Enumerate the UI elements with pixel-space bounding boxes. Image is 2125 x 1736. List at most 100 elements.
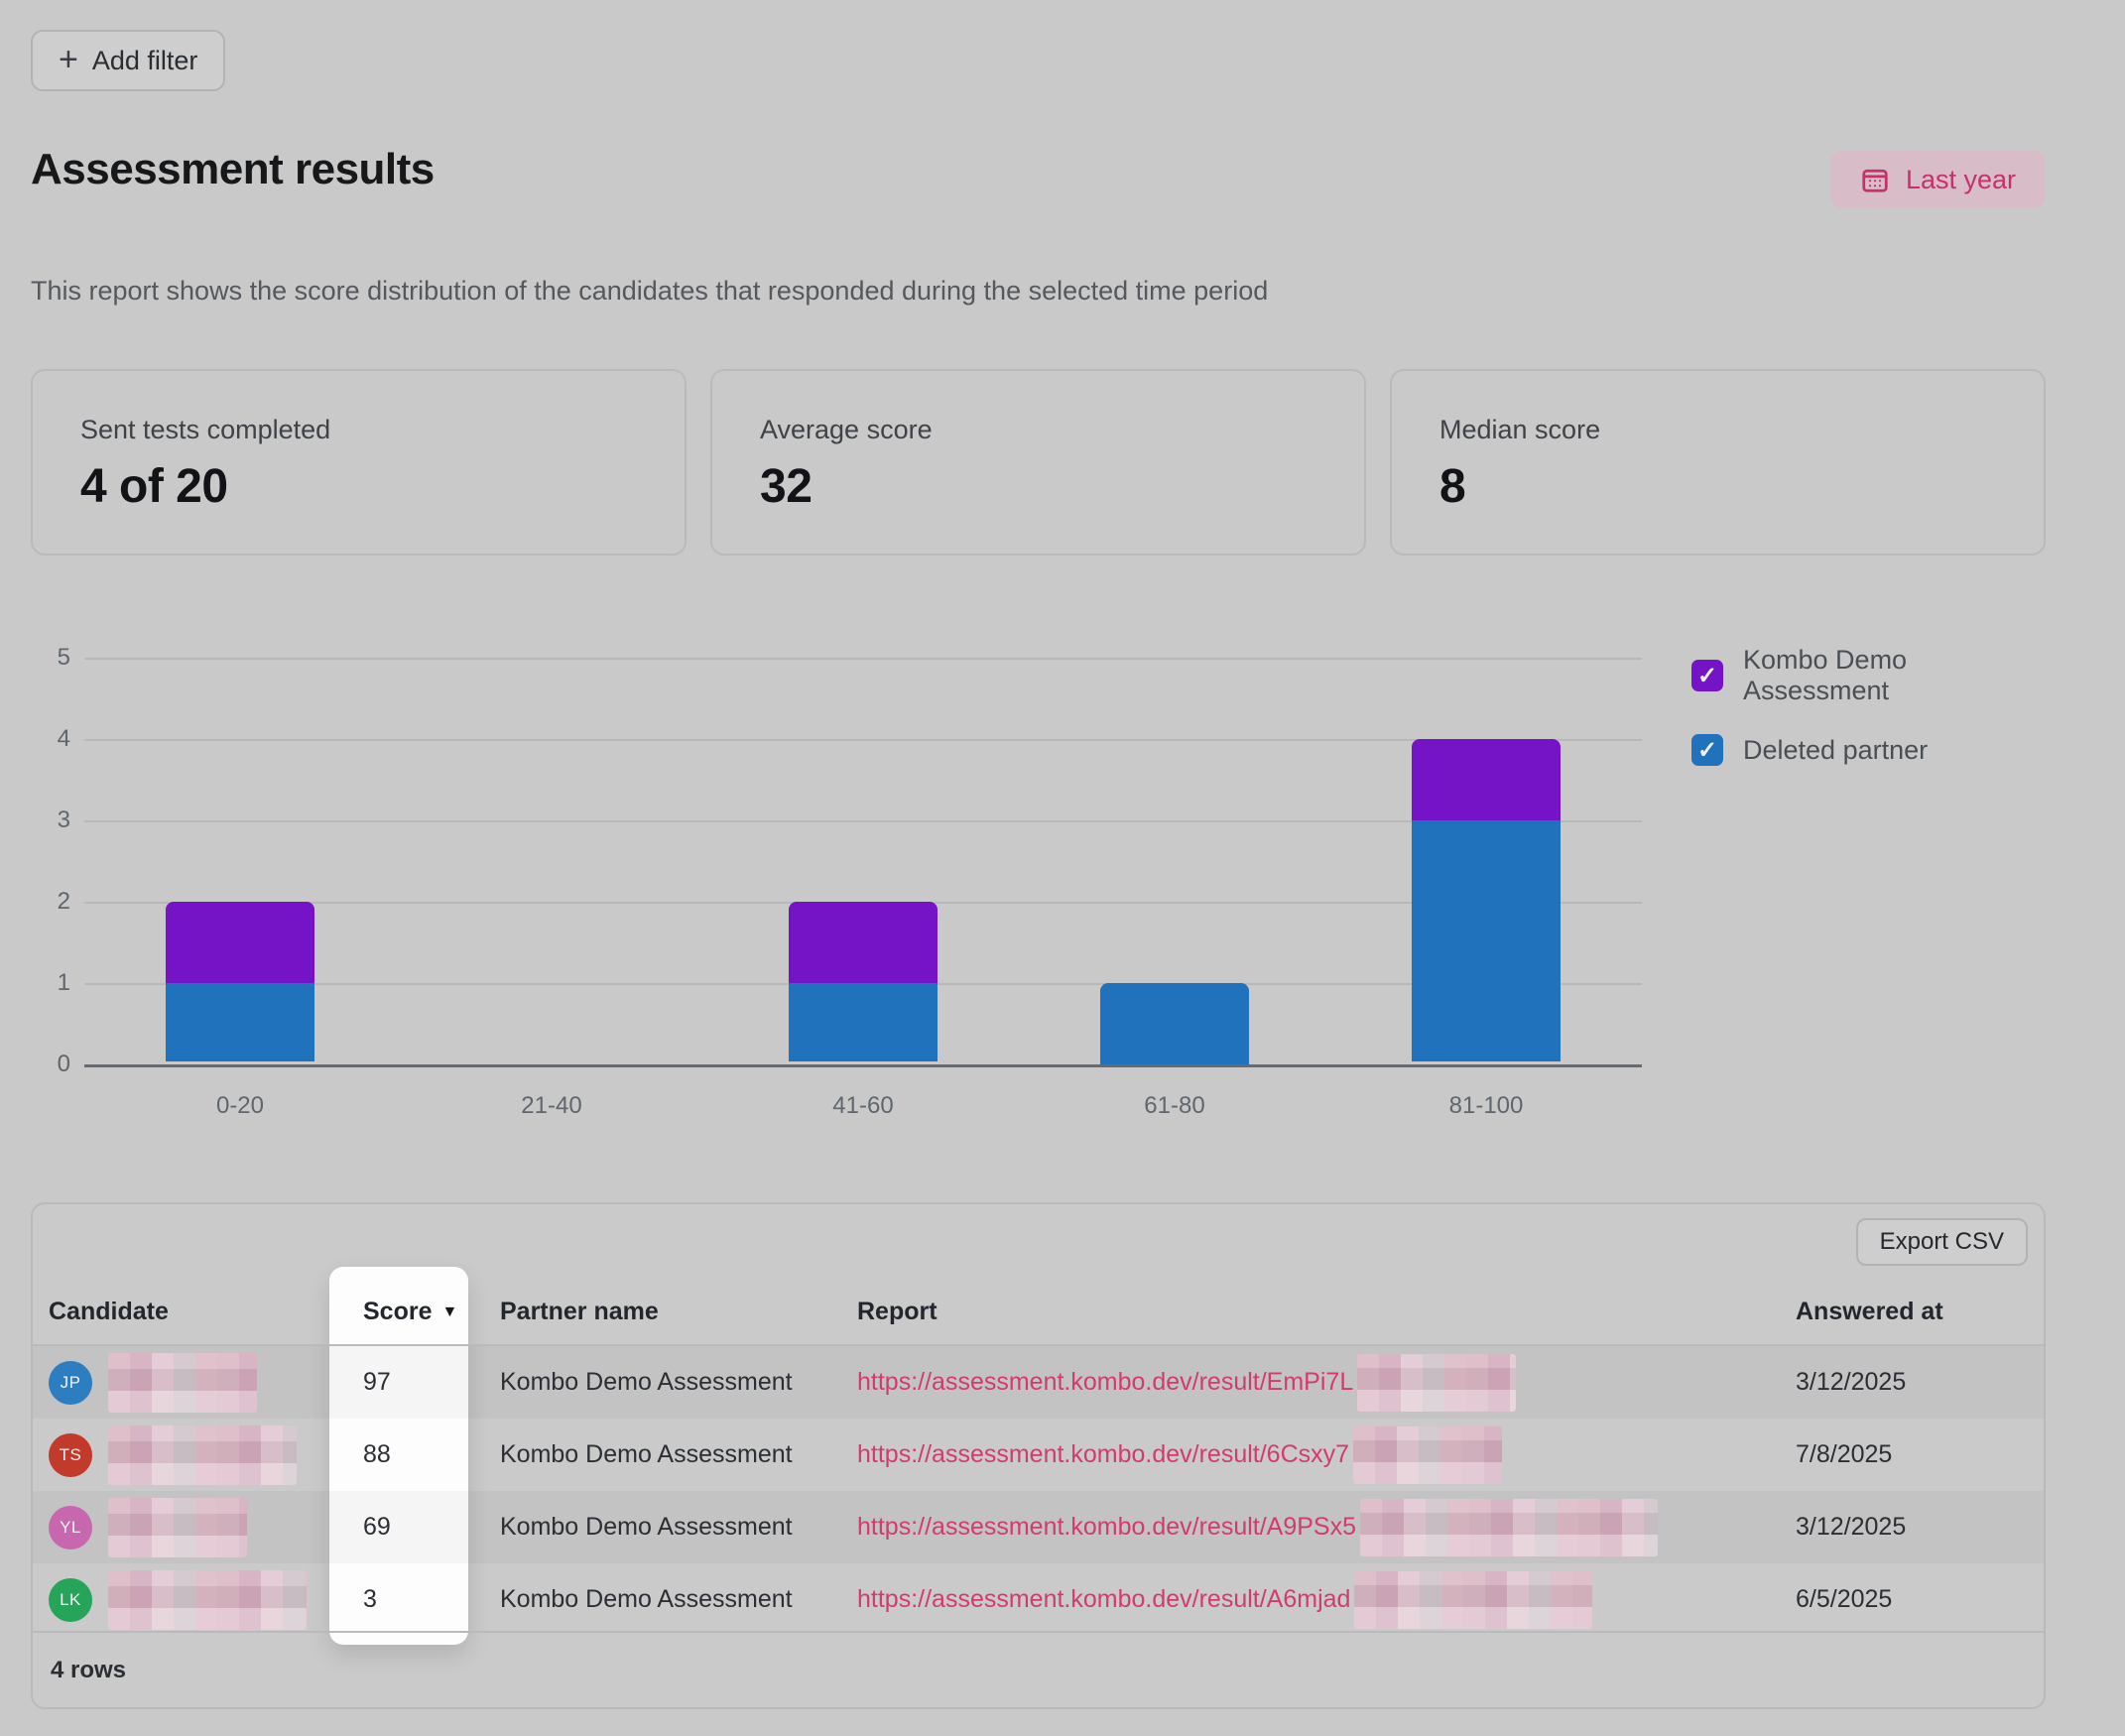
score-cell: 3 xyxy=(363,1585,377,1613)
add-filter-button[interactable]: + Add filter xyxy=(31,30,226,91)
table-row: LK 3 Kombo Demo Assessment https://assessme… xyxy=(33,1563,2044,1636)
answered-at-cell: 7/8/2025 xyxy=(1796,1440,1893,1468)
add-filter-label: Add filter xyxy=(91,45,198,75)
stat-value: 4 of 20 xyxy=(80,460,228,513)
redacted-url-suffix xyxy=(1357,1353,1517,1412)
chart-legend: ✓ Kombo Demo Assessment ✓ Deleted partner xyxy=(1691,645,2046,794)
bar-segment-0-20-deleted-partner xyxy=(166,983,314,1064)
sort-desc-icon: ▼ xyxy=(441,1302,458,1320)
chart-plot-area: 0 1 2 3 4 5 0-20 21-40 41-60 61-80 81-100 xyxy=(31,635,1642,1119)
answered-at-cell: 6/5/2025 xyxy=(1796,1585,1893,1613)
report-description: This report shows the score distribution… xyxy=(31,276,1269,306)
partner-name-cell: Kombo Demo Assessment xyxy=(500,1513,793,1541)
score-column-highlight xyxy=(329,1267,468,1645)
table-header-row: Candidate Score ▼ Partner name Report An… xyxy=(33,1280,2044,1346)
avatar: JP xyxy=(49,1360,92,1405)
score-cell: 97 xyxy=(363,1368,391,1396)
bar-segment-41-60-kombo-demo-assessment xyxy=(789,902,938,983)
stat-value: 32 xyxy=(760,460,812,513)
y-axis-tick: 0 xyxy=(57,1051,70,1077)
report-cell: https://assessment.kombo.dev/result/A9PS… xyxy=(857,1498,1796,1556)
legend-label: Deleted partner xyxy=(1743,734,1929,765)
partner-name-cell: Kombo Demo Assessment xyxy=(500,1585,793,1613)
column-header-partner-name: Partner name xyxy=(500,1298,659,1325)
bar-segment-81-100-kombo-demo-assessment xyxy=(1412,739,1561,820)
score-cell: 88 xyxy=(363,1440,391,1468)
period-filter-badge[interactable]: Last year xyxy=(1829,151,2046,208)
report-cell: https://assessment.kombo.dev/result/6Csx… xyxy=(857,1426,1796,1484)
stat-card-sent-tests: Sent tests completed 4 of 20 xyxy=(31,369,687,556)
stat-card-median-score: Median score 8 xyxy=(1390,369,2046,556)
avatar: YL xyxy=(49,1505,92,1550)
column-header-report: Report xyxy=(857,1298,938,1325)
bar-segment-41-60-deleted-partner xyxy=(789,983,938,1064)
candidate-cell: TS xyxy=(49,1425,329,1485)
table-row: YL 69 Kombo Demo Assessment https://assessm… xyxy=(33,1491,2044,1563)
bar-segment-61-80-deleted-partner xyxy=(1100,983,1249,1064)
candidate-cell: YL xyxy=(49,1497,329,1557)
y-axis-tick: 1 xyxy=(57,969,70,996)
table-body: JP 97 Kombo Demo Assessment https://assessm… xyxy=(33,1346,2044,1636)
redacted-candidate-name xyxy=(108,1497,247,1557)
y-axis-tick: 5 xyxy=(57,644,70,671)
gridline-y5 xyxy=(84,658,1642,660)
y-axis-tick: 4 xyxy=(57,725,70,752)
x-axis-label: 61-80 xyxy=(1144,1092,1205,1119)
column-header-candidate: Candidate xyxy=(49,1298,169,1325)
report-link[interactable]: https://assessment.kombo.dev/result/A9PS… xyxy=(857,1513,1357,1541)
bar-segment-0-20-kombo-demo-assessment xyxy=(166,902,314,983)
page-title: Assessment results xyxy=(31,145,435,193)
period-label: Last year xyxy=(1905,164,2016,194)
x-axis-label: 81-100 xyxy=(1448,1092,1524,1119)
report-cell: https://assessment.kombo.dev/result/A6mj… xyxy=(857,1570,1796,1629)
column-header-score[interactable]: Score ▼ xyxy=(363,1298,458,1325)
export-csv-button[interactable]: Export CSV xyxy=(1855,1218,2028,1266)
redacted-candidate-name xyxy=(108,1425,297,1485)
avatar: LK xyxy=(49,1577,92,1622)
partner-name-cell: Kombo Demo Assessment xyxy=(500,1368,793,1396)
score-distribution-chart: 0 1 2 3 4 5 0-20 21-40 41-60 61-80 81-100 ✓ Kombo D… xyxy=(31,635,2046,1141)
answered-at-cell: 3/12/2025 xyxy=(1796,1368,1907,1396)
checkbox-checked-icon[interactable]: ✓ xyxy=(1691,660,1723,691)
stat-label: Average score xyxy=(760,415,933,444)
table-row-count: 4 rows xyxy=(33,1631,2044,1707)
gridline-y3 xyxy=(84,820,1642,822)
redacted-candidate-name xyxy=(108,1569,307,1630)
redacted-url-suffix xyxy=(1353,1426,1503,1484)
column-header-answered-at: Answered at xyxy=(1796,1298,1943,1325)
avatar: TS xyxy=(49,1432,92,1477)
gridline-y4 xyxy=(84,739,1642,741)
report-link[interactable]: https://assessment.kombo.dev/result/EmPi… xyxy=(857,1368,1354,1396)
report-link[interactable]: https://assessment.kombo.dev/result/6Csx… xyxy=(857,1440,1350,1468)
gridline-y0 xyxy=(84,1064,1642,1067)
legend-item-deleted-partner[interactable]: ✓ Deleted partner xyxy=(1691,734,2046,766)
table-toolbar: Export CSV xyxy=(33,1204,2044,1280)
stat-cards: Sent tests completed 4 of 20 Average sco… xyxy=(31,369,2046,556)
y-axis-tick: 2 xyxy=(57,888,70,915)
stat-value: 8 xyxy=(1439,460,1466,513)
score-cell: 69 xyxy=(363,1513,391,1541)
redacted-url-suffix xyxy=(1354,1570,1593,1629)
results-table-card: Export CSV Candidate Score ▼ Partner nam… xyxy=(31,1202,2046,1709)
table-row: JP 97 Kombo Demo Assessment https://assessm… xyxy=(33,1346,2044,1419)
x-axis-label: 21-40 xyxy=(521,1092,582,1119)
report-cell: https://assessment.kombo.dev/result/EmPi… xyxy=(857,1353,1796,1412)
x-axis-label: 41-60 xyxy=(832,1092,894,1119)
calendar-icon xyxy=(1860,165,1890,194)
redacted-url-suffix xyxy=(1360,1498,1659,1556)
report-link[interactable]: https://assessment.kombo.dev/result/A6mj… xyxy=(857,1585,1351,1613)
legend-item-kombo-demo-assessment[interactable]: ✓ Kombo Demo Assessment xyxy=(1691,645,2046,706)
candidate-cell: LK xyxy=(49,1569,329,1630)
redacted-candidate-name xyxy=(108,1352,257,1413)
legend-label: Kombo Demo Assessment xyxy=(1743,645,1908,705)
stat-card-average-score: Average score 32 xyxy=(710,369,1366,556)
plus-icon: + xyxy=(59,40,78,78)
table-row: TS 88 Kombo Demo Assessment https://assessm… xyxy=(33,1419,2044,1491)
y-axis-tick: 3 xyxy=(57,806,70,833)
x-axis-label: 0-20 xyxy=(215,1092,265,1119)
checkbox-checked-icon[interactable]: ✓ xyxy=(1691,734,1723,766)
stat-label: Sent tests completed xyxy=(80,415,331,444)
stat-label: Median score xyxy=(1439,415,1601,444)
bar-segment-81-100-deleted-partner xyxy=(1412,820,1561,1064)
partner-name-cell: Kombo Demo Assessment xyxy=(500,1440,793,1468)
